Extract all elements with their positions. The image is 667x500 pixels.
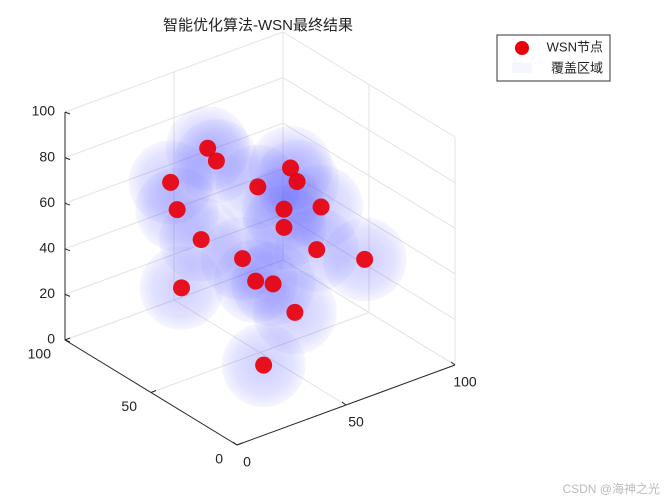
z-tick (64, 248, 71, 252)
node (275, 218, 293, 236)
node (199, 139, 217, 157)
y-tick (64, 337, 71, 341)
z-tick-label: 100 (32, 103, 56, 119)
x-tick (450, 361, 456, 366)
z-tick (64, 111, 71, 115)
legend-marker (512, 63, 532, 73)
x-tick (232, 441, 238, 446)
node (288, 173, 306, 191)
z-tick (64, 202, 71, 206)
z-tick-label: 20 (39, 285, 55, 301)
y-tick-label: 0 (215, 451, 223, 467)
legend-label: WSN节点 (547, 39, 603, 54)
x-tick-label: 100 (453, 374, 477, 390)
z-tick-label: 0 (47, 331, 55, 347)
chart-title: 智能优化算法-WSN最终结果 (163, 16, 353, 34)
legend-box (496, 34, 611, 82)
node (255, 356, 273, 374)
z-tick-label: 40 (39, 240, 55, 256)
node (286, 303, 304, 321)
watermark: CSDN @海神之光 (562, 481, 660, 496)
grid-line (64, 31, 284, 113)
y-tick-label: 50 (121, 398, 137, 414)
x-tick-label: 0 (243, 454, 251, 470)
z-tick (64, 157, 71, 161)
node (173, 279, 191, 297)
legend-label: 覆盖区域 (551, 60, 603, 75)
node (168, 201, 186, 219)
node (312, 198, 330, 216)
z-tick (64, 293, 71, 297)
x-tick-label: 50 (348, 414, 364, 430)
node (264, 275, 282, 293)
legend-marker (515, 41, 529, 55)
node (282, 159, 300, 177)
y-tick-label: 100 (28, 346, 52, 362)
node (356, 250, 374, 268)
z-tick-label: 60 (39, 194, 55, 210)
y-tick (236, 442, 243, 446)
grid-line (282, 31, 456, 138)
node (308, 241, 326, 259)
node (234, 250, 252, 268)
grid-line (64, 77, 284, 159)
node (275, 200, 293, 218)
node (249, 178, 267, 196)
y-tick (150, 390, 157, 393)
z-tick (64, 339, 71, 343)
node (207, 152, 225, 170)
z-tick-label: 80 (39, 148, 55, 164)
grid-line (282, 77, 456, 184)
x-tick (341, 401, 347, 406)
node (247, 272, 265, 290)
node (162, 173, 180, 191)
node (192, 231, 210, 249)
